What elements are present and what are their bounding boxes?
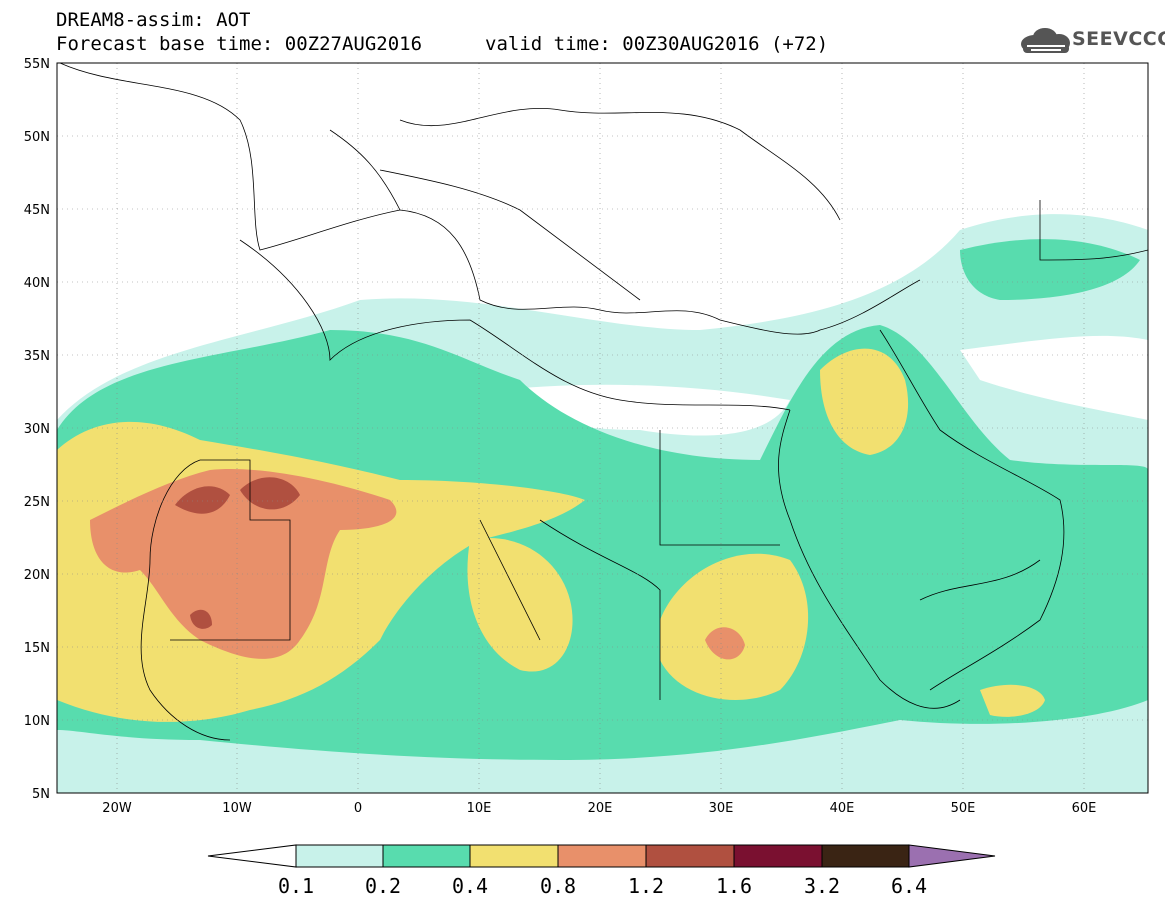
lon-label: 20E [588,801,613,816]
lat-label: 5N [32,787,50,802]
colorbar-swatch [645,844,735,868]
colorbar-label: 1.6 [716,874,752,898]
logo-text: SEEVCCC [1072,28,1165,50]
lat-label: 50N [24,130,50,145]
lat-label: 20N [24,568,50,583]
lon-label: 40E [830,801,855,816]
aot-shading [57,214,1148,793]
colorbar-swatch [557,844,647,868]
map-frame [56,62,1149,794]
valid-time: valid time: 00Z30AUG2016 (+72) [485,33,829,55]
forecast-base-time: Forecast base time: 00Z27AUG2016 [56,33,423,55]
lon-label: 20W [102,801,132,816]
lon-label: 50E [951,801,976,816]
lat-label: 25N [24,495,50,510]
map-title: DREAM8-assim: AOT [56,9,251,31]
aot-band-0.8 [90,469,397,659]
lon-label: 60E [1072,801,1097,816]
lat-label: 35N [24,349,50,364]
colorbar-swatch [821,844,910,868]
cloud-logo-icon [1021,28,1070,53]
lat-lon-grid [57,63,1148,793]
lon-label: 0 [354,801,362,816]
colorbar-swatch [382,844,471,868]
colorbar-label: 0.8 [540,874,576,898]
lat-label: 30N [24,422,50,437]
lat-label: 40N [24,276,50,291]
colorbar-label: 1.2 [628,874,664,898]
colorbar-labels: 0.1 0.2 0.4 0.8 1.2 1.6 3.2 6.4 [278,874,927,898]
coastlines [59,63,1148,741]
lon-label: 10W [222,801,252,816]
lon-label: 30E [709,801,734,816]
lat-label: 45N [24,203,50,218]
colorbar-label: 0.4 [452,874,488,898]
lon-label: 10E [467,801,492,816]
lon-axis: 20W 10W 0 10E 20E 30E 40E 50E 60E [102,801,1096,816]
colorbar-swatch [295,844,384,868]
lat-label: 10N [24,714,50,729]
colorbar-swatch [733,844,823,868]
lat-label: 55N [24,57,50,72]
lat-label: 15N [24,641,50,656]
colorbar-label: 6.4 [891,874,927,898]
lat-axis: 55N 50N 45N 40N 35N 30N 25N 20N 15N 10N … [24,57,50,802]
colorbar-label: 0.1 [278,874,314,898]
colorbar-right-arrow [908,844,996,868]
colorbar [207,844,996,868]
colorbar-label: 3.2 [804,874,840,898]
colorbar-swatch [469,844,559,868]
colorbar-left-arrow [207,844,297,868]
colorbar-label: 0.2 [365,874,401,898]
aot-band-1.2 [175,486,230,514]
